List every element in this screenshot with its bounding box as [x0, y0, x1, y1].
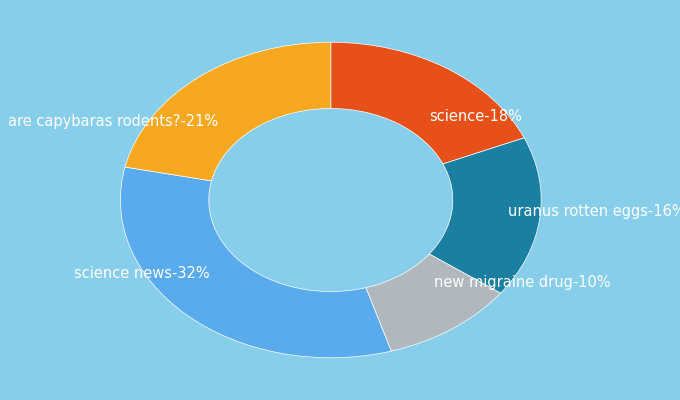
Text: new migraine drug-10%: new migraine drug-10%	[434, 275, 611, 290]
Wedge shape	[120, 167, 391, 358]
Text: science news-32%: science news-32%	[74, 266, 209, 282]
Text: uranus rotten eggs-16%: uranus rotten eggs-16%	[509, 204, 680, 219]
Wedge shape	[125, 42, 330, 181]
Text: science-18%: science-18%	[429, 108, 522, 124]
Wedge shape	[330, 42, 524, 164]
Wedge shape	[429, 138, 541, 293]
Text: are capybaras rodents?-21%: are capybaras rodents?-21%	[8, 114, 218, 129]
Wedge shape	[366, 254, 500, 351]
